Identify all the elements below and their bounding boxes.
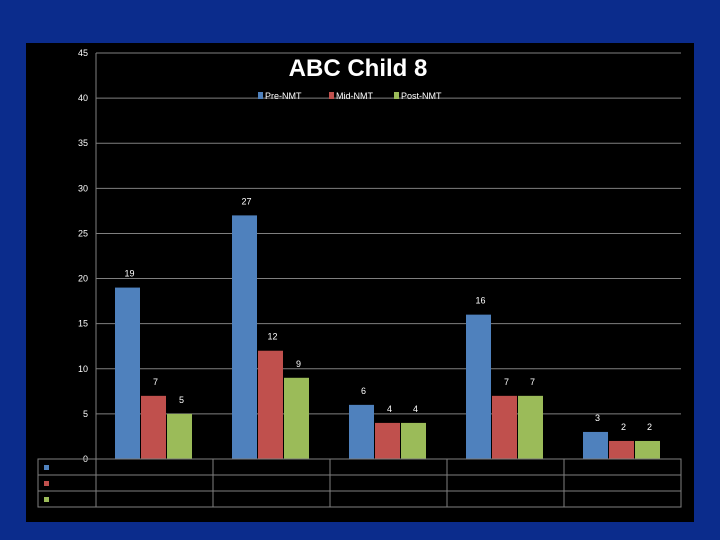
legend-swatch xyxy=(258,92,263,99)
y-tick-label: 15 xyxy=(78,319,88,329)
bar xyxy=(635,440,660,459)
bar xyxy=(167,413,192,459)
data-label: 2 xyxy=(647,422,652,432)
bar xyxy=(284,377,309,459)
bar xyxy=(401,422,426,459)
y-tick-label: 25 xyxy=(78,228,88,238)
bar xyxy=(518,395,543,459)
data-label: 7 xyxy=(504,377,509,387)
data-label: 3 xyxy=(595,413,600,423)
bar xyxy=(115,287,140,459)
data-label: 7 xyxy=(530,377,535,387)
legend-label: Pre-NMT xyxy=(265,91,302,101)
chart-panel: 19 27 6 16 3 7 12 4 7 2 5 9 4 7 2 0 5 10 15 20 25 30 35 40 45 A… xyxy=(26,43,694,522)
y-tick-label: 45 xyxy=(78,48,88,58)
data-label: 4 xyxy=(387,404,392,414)
legend: Pre-NMT Mid-NMT Post-NMT xyxy=(258,91,442,101)
table-legend-key xyxy=(44,497,49,502)
legend-swatch xyxy=(329,92,334,99)
bar xyxy=(583,431,608,459)
data-label: 9 xyxy=(296,359,301,369)
data-label: 2 xyxy=(621,422,626,432)
data-label: 19 xyxy=(124,269,134,279)
y-tick-label: 40 xyxy=(78,93,88,103)
table-border xyxy=(37,458,682,508)
bar xyxy=(232,215,257,459)
y-tick-label: 30 xyxy=(78,183,88,193)
table-legend-key xyxy=(44,481,49,486)
bar xyxy=(258,350,283,459)
data-label: 5 xyxy=(179,395,184,405)
gridlines xyxy=(95,52,681,460)
legend-label: Mid-NMT xyxy=(336,91,373,101)
chart-title: ABC Child 8 xyxy=(289,55,428,82)
bar xyxy=(141,395,166,459)
legend-swatch xyxy=(394,92,399,99)
data-label: 16 xyxy=(475,296,485,306)
data-label: 27 xyxy=(241,196,251,206)
legend-label: Post-NMT xyxy=(401,91,442,101)
y-tick-label: 20 xyxy=(78,274,88,284)
bar xyxy=(375,422,400,459)
y-tick-label: 10 xyxy=(78,364,88,374)
y-tick-label: 35 xyxy=(78,138,88,148)
table-legend-key xyxy=(44,465,49,470)
data-label: 7 xyxy=(153,377,158,387)
bars xyxy=(115,215,660,459)
bar xyxy=(466,314,491,459)
bar xyxy=(349,404,374,459)
data-labels: 19 27 6 16 3 7 12 4 7 2 5 9 4 7 2 xyxy=(124,196,652,432)
bar xyxy=(609,440,634,459)
data-label: 12 xyxy=(267,332,277,342)
data-table xyxy=(37,458,682,508)
data-label: 4 xyxy=(413,404,418,414)
data-label: 6 xyxy=(361,386,366,396)
bar xyxy=(492,395,517,459)
y-tick-label: 5 xyxy=(83,409,88,419)
